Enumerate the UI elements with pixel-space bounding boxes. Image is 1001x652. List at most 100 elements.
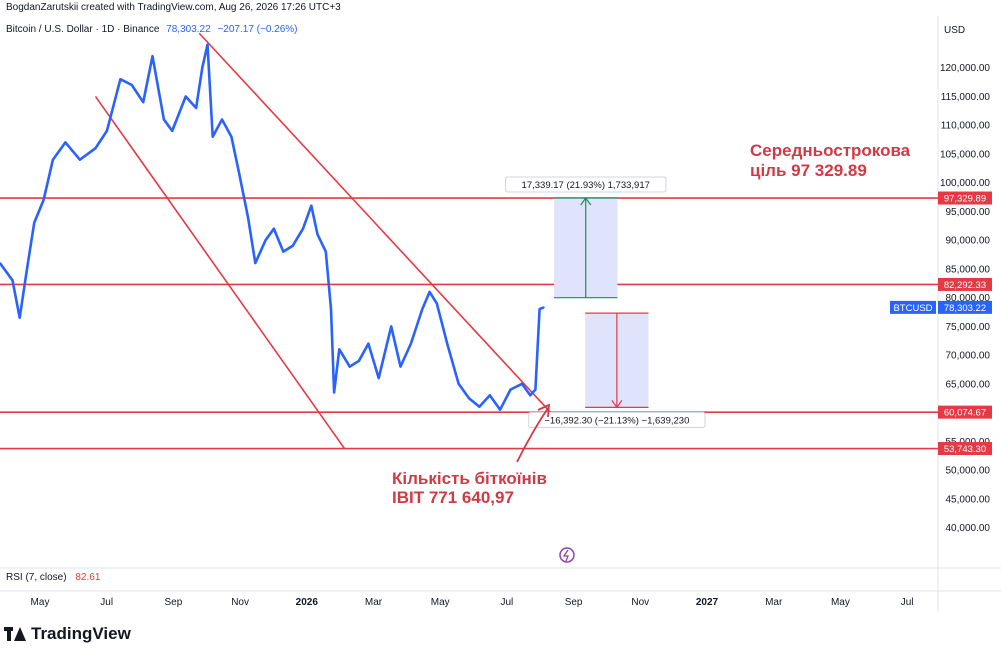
price-change: −207.17 (−0.26%) — [217, 24, 298, 35]
x-tick-label-7: Jul — [501, 597, 514, 608]
x-tick-label-9: Nov — [631, 597, 649, 608]
price-point — [33, 221, 36, 224]
price-point — [78, 158, 81, 161]
projection-arrowhead-1 — [611, 400, 623, 409]
y-tick-label-14: 50,000.00 — [946, 466, 991, 477]
x-tick-label-3: Nov — [231, 597, 249, 608]
y-tick-label-0: 120,000.00 — [940, 63, 990, 74]
rsi-title: RSI (7, close) — [6, 572, 67, 583]
price-point — [310, 204, 313, 207]
price-point — [246, 216, 249, 219]
projection-label-box-0 — [505, 176, 667, 193]
price-point — [316, 233, 319, 236]
price-point — [211, 135, 214, 138]
level-badge-text-3: 53,743.30 — [944, 444, 986, 455]
price-point — [421, 308, 424, 311]
btcusd-price-line — [0, 43, 545, 411]
price-point — [324, 250, 327, 253]
x-tick-label-6: May — [431, 597, 450, 608]
x-tick-label-1: Jul — [100, 597, 113, 608]
level-badge-2 — [938, 405, 992, 419]
level-badge-0 — [938, 191, 992, 205]
tradingview-wordmark: TradingView — [31, 624, 131, 643]
event-marker-bolt — [562, 549, 569, 562]
price-point — [499, 408, 502, 411]
channel-line-0 — [198, 32, 562, 425]
price-point — [291, 244, 294, 247]
price-point — [542, 306, 545, 309]
btcusd-symbol-text: BTCUSD — [893, 303, 932, 314]
price-point — [119, 78, 122, 81]
price-point — [488, 394, 491, 397]
price-point — [520, 382, 523, 385]
rsi-value: 82.61 — [75, 572, 101, 583]
price-point — [51, 158, 54, 161]
ibit-annotation-arrow — [516, 407, 549, 463]
x-tick-label-12: May — [831, 597, 850, 608]
y-tick-label-4: 100,000.00 — [940, 178, 990, 189]
price-point — [18, 316, 21, 319]
x-tick-label-5: Mar — [365, 597, 383, 608]
price-point — [264, 239, 267, 242]
price-point — [195, 106, 198, 109]
x-tick-label-4: 2026 — [296, 597, 319, 608]
projection-label-0: 17,339.17 (21.93%) 1,733,917 — [522, 180, 650, 191]
x-tick-label-8: Sep — [565, 597, 583, 608]
price-point — [25, 267, 28, 270]
price-point — [468, 397, 470, 400]
level-badge-text-1: 82,292.33 — [944, 280, 986, 291]
chart-attribution: BogdanZarutskii created with TradingView… — [6, 2, 341, 13]
y-tick-label-16: 40,000.00 — [946, 523, 991, 534]
y-tick-label-3: 105,000.00 — [940, 149, 990, 160]
y-tick-label-1: 115,000.00 — [941, 92, 991, 103]
y-tick-label-10: 70,000.00 — [946, 351, 991, 362]
price-point — [105, 129, 108, 132]
price-point — [338, 348, 341, 351]
price-point — [230, 135, 233, 138]
price-point — [377, 377, 380, 380]
current-price-badge — [938, 300, 992, 314]
price-point — [221, 118, 224, 121]
price-point — [64, 141, 67, 144]
y-tick-label-11: 65,000.00 — [946, 379, 991, 390]
price-point — [409, 342, 412, 345]
price-point — [329, 308, 332, 311]
y-tick-label-6: 90,000.00 — [946, 236, 991, 247]
price-point — [538, 308, 541, 311]
price-point — [237, 170, 240, 173]
ibit-annotation-line1: Кількість біткоїнів — [392, 469, 547, 488]
currency-label[interactable]: USD — [944, 25, 966, 36]
rsi-legend[interactable]: RSI (7, close) 82.61 — [6, 572, 100, 583]
x-tick-label-13: Jul — [901, 597, 914, 608]
y-tick-label-5: 95,000.00 — [946, 207, 991, 218]
price-point — [184, 95, 187, 98]
price-point — [272, 227, 275, 230]
price-point — [333, 391, 336, 394]
tradingview-logo-icon — [4, 627, 26, 641]
level-badge-3 — [938, 442, 992, 456]
projection-arrowhead-0 — [580, 196, 592, 206]
projection-label-box-1 — [528, 411, 706, 428]
price-point — [509, 388, 512, 391]
price-point — [457, 382, 460, 385]
target-annotation-line2: ціль 97 329.89 — [750, 161, 867, 180]
price-point — [301, 227, 304, 230]
price-point — [478, 405, 481, 408]
price-point — [348, 365, 351, 368]
level-badge-text-2: 60,074.67 — [944, 408, 986, 419]
level-badge-1 — [938, 277, 992, 291]
price-point — [11, 279, 14, 282]
last-price: 78,303.22 — [166, 24, 211, 35]
price-point — [446, 342, 449, 345]
projection-label-1: −16,392.30 (−21.13%) −1,639,230 — [544, 415, 689, 426]
price-point — [399, 365, 402, 368]
symbol-legend[interactable]: Bitcoin / U.S. Dollar · 1D · Binance 78,… — [6, 24, 298, 35]
event-marker-icon — [559, 547, 575, 563]
x-tick-label-10: 2027 — [696, 597, 719, 608]
price-point — [94, 147, 97, 150]
price-point — [162, 118, 165, 121]
y-tick-label-8: 80,000.00 — [946, 293, 991, 304]
level-badge-text-0: 97,329.89 — [944, 194, 986, 205]
price-point — [529, 394, 532, 397]
